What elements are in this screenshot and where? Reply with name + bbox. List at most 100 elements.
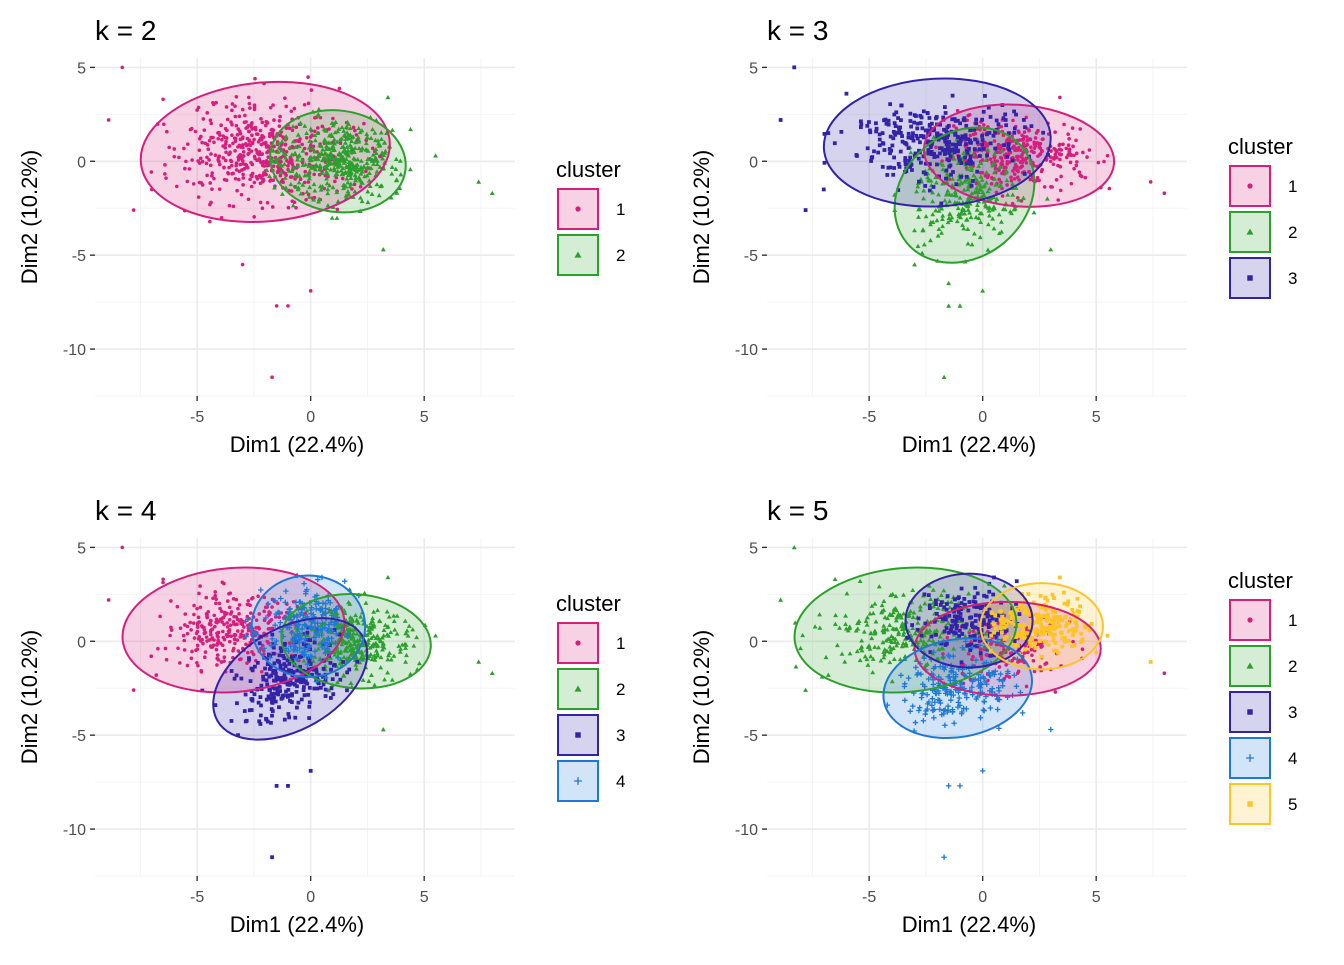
data-point bbox=[378, 183, 383, 189]
data-point bbox=[318, 640, 325, 646]
data-point bbox=[834, 642, 840, 648]
data-point bbox=[934, 145, 938, 150]
data-point bbox=[385, 670, 391, 675]
data-point bbox=[921, 196, 926, 201]
data-point bbox=[984, 603, 989, 607]
data-point bbox=[305, 654, 312, 660]
data-point bbox=[980, 189, 986, 195]
data-point bbox=[368, 165, 374, 171]
data-point bbox=[936, 697, 943, 704]
data-point bbox=[995, 636, 1001, 643]
data-point bbox=[950, 653, 957, 659]
data-point bbox=[1067, 151, 1071, 156]
data-point bbox=[270, 701, 275, 705]
data-point bbox=[1081, 150, 1085, 155]
data-point bbox=[1062, 637, 1067, 642]
data-point bbox=[1065, 602, 1070, 607]
data-point bbox=[1007, 209, 1013, 214]
data-point bbox=[356, 125, 362, 131]
data-point bbox=[167, 145, 171, 150]
data-point bbox=[371, 161, 377, 166]
data-point bbox=[218, 606, 222, 611]
data-point bbox=[989, 641, 994, 645]
data-point bbox=[963, 133, 968, 138]
data-point bbox=[205, 615, 209, 620]
data-point bbox=[382, 140, 387, 145]
data-point bbox=[1036, 141, 1040, 145]
data-point bbox=[892, 166, 897, 170]
data-point bbox=[289, 109, 294, 114]
data-point bbox=[1047, 624, 1052, 629]
legend-label: 2 bbox=[1288, 223, 1297, 242]
data-point bbox=[195, 660, 199, 665]
data-point bbox=[296, 640, 303, 646]
data-point bbox=[284, 126, 289, 130]
data-point bbox=[923, 161, 928, 166]
data-point bbox=[1102, 159, 1106, 164]
data-point bbox=[273, 669, 278, 674]
data-point bbox=[843, 626, 849, 631]
data-point bbox=[921, 655, 927, 661]
data-point bbox=[353, 612, 358, 618]
cluster-2-points bbox=[264, 95, 495, 252]
cluster-3-ellipse-fill bbox=[823, 78, 1051, 207]
data-point bbox=[311, 197, 317, 202]
data-point bbox=[256, 152, 261, 157]
data-point bbox=[313, 606, 319, 612]
data-point bbox=[217, 601, 222, 606]
data-point bbox=[378, 654, 384, 660]
data-point bbox=[1011, 118, 1015, 123]
data-point bbox=[328, 619, 334, 626]
data-point bbox=[935, 605, 941, 610]
data-point bbox=[1039, 169, 1044, 174]
data-point bbox=[301, 645, 307, 651]
data-point bbox=[885, 615, 890, 621]
data-point bbox=[208, 219, 212, 224]
data-point bbox=[330, 123, 336, 128]
data-point bbox=[258, 200, 263, 205]
data-point bbox=[204, 595, 209, 600]
data-point bbox=[944, 607, 949, 612]
data-point bbox=[324, 143, 329, 148]
data-point bbox=[956, 615, 961, 620]
data-point bbox=[249, 697, 254, 701]
data-point bbox=[1027, 625, 1032, 630]
data-point bbox=[345, 119, 350, 125]
data-point bbox=[996, 212, 1002, 217]
data-point bbox=[312, 172, 316, 177]
data-point bbox=[1001, 116, 1006, 121]
data-point bbox=[985, 132, 989, 137]
data-point bbox=[308, 625, 314, 632]
data-point bbox=[342, 132, 347, 137]
data-point bbox=[298, 137, 302, 141]
data-point bbox=[915, 121, 920, 126]
data-point bbox=[939, 641, 944, 646]
data-point bbox=[306, 101, 311, 106]
data-point bbox=[920, 718, 927, 724]
data-point bbox=[907, 708, 913, 715]
data-point bbox=[282, 662, 287, 666]
legend-item-2: 2 bbox=[557, 234, 625, 276]
data-point bbox=[131, 688, 136, 692]
data-point bbox=[346, 599, 351, 605]
data-point bbox=[1010, 620, 1014, 625]
data-point bbox=[1048, 159, 1053, 164]
data-point bbox=[1030, 636, 1034, 640]
data-point bbox=[1009, 175, 1013, 180]
data-point bbox=[941, 666, 947, 673]
legend-label: 1 bbox=[616, 200, 625, 219]
data-point bbox=[267, 655, 273, 661]
data-point bbox=[895, 614, 901, 619]
data-point bbox=[899, 622, 905, 627]
data-point bbox=[853, 628, 859, 633]
data-point bbox=[984, 594, 989, 599]
data-point bbox=[372, 682, 378, 687]
data-point bbox=[971, 179, 975, 183]
data-point bbox=[823, 654, 829, 660]
data-point bbox=[822, 160, 827, 165]
data-point bbox=[323, 687, 328, 692]
data-point bbox=[269, 636, 275, 642]
data-point bbox=[198, 605, 203, 610]
data-point bbox=[261, 159, 266, 164]
data-point bbox=[918, 638, 924, 643]
